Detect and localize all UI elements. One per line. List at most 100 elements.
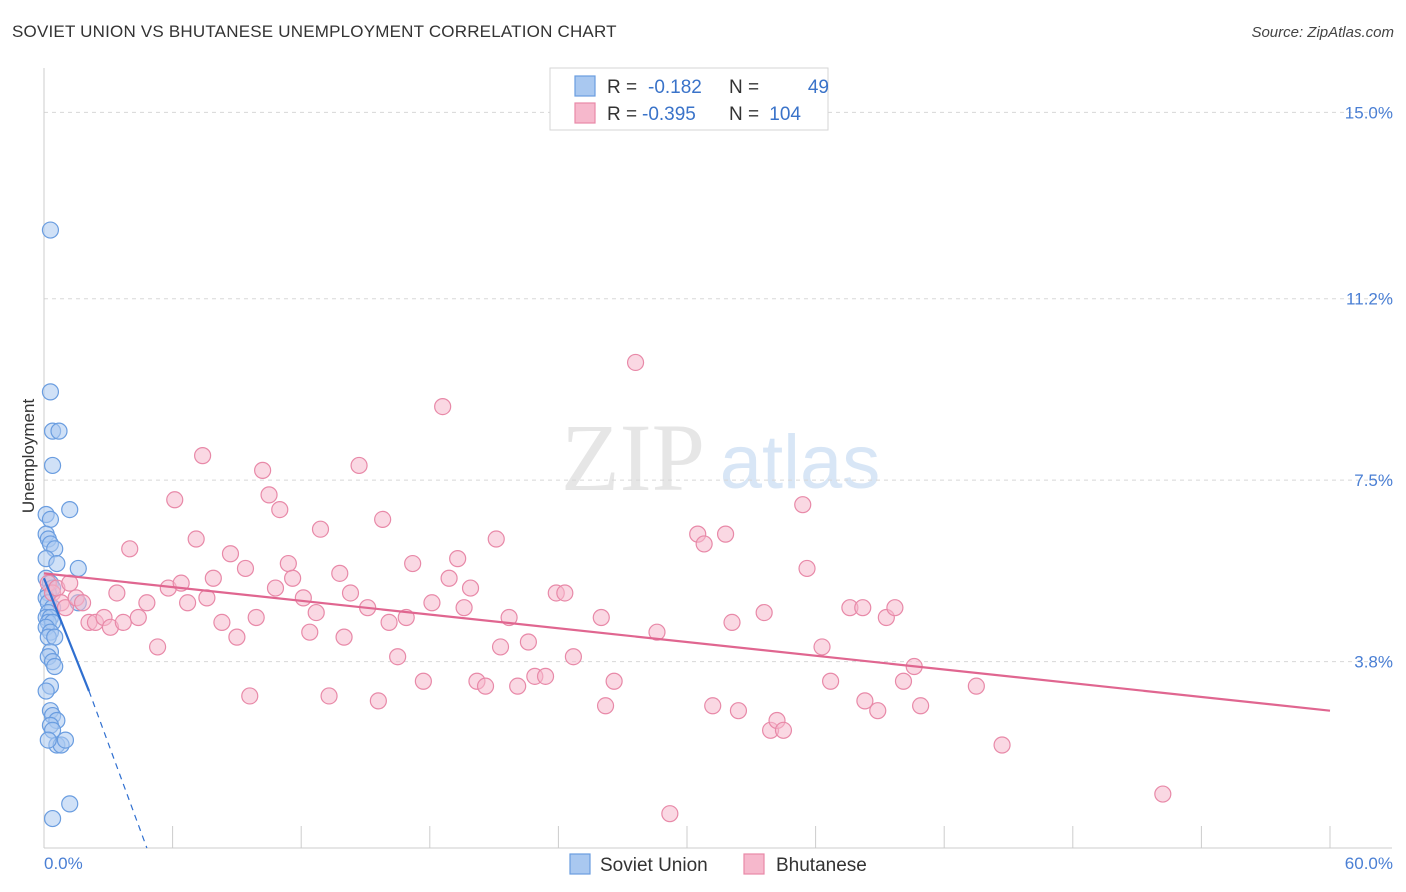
legend-swatch-bhutanese: [743, 853, 765, 875]
data-point: [148, 638, 167, 656]
series-legend: Soviet Union Bhutanese: [569, 853, 867, 876]
legend-swatch-soviet-union: [569, 853, 591, 875]
data-point: [434, 397, 452, 416]
data-point: [241, 687, 259, 705]
data-point: [320, 687, 338, 705]
series-soviet-union: [37, 221, 87, 828]
data-point: [43, 809, 62, 828]
x-ticks: [172, 826, 1331, 848]
data-point: [247, 608, 265, 627]
data-point: [509, 677, 527, 695]
chart-title: SOVIET UNION VS BHUTANESE UNEMPLOYMENT C…: [12, 22, 617, 41]
data-point: [56, 731, 75, 749]
data-point: [449, 550, 467, 568]
data-point: [213, 613, 231, 631]
data-point: [108, 584, 126, 602]
data-point: [704, 697, 722, 715]
data-point: [886, 599, 904, 617]
data-point: [254, 461, 272, 479]
trend-line-soviet-union: [42, 577, 91, 692]
data-point: [166, 491, 184, 509]
data-point: [129, 608, 147, 627]
data-point: [695, 535, 713, 553]
data-point: [43, 456, 62, 475]
stats-legend: R = -0.182 N = 49 R = -0.395 N = 104: [549, 67, 829, 131]
data-point: [56, 599, 75, 617]
data-point: [626, 353, 645, 372]
stats-r-label-soviet: R =: [607, 77, 637, 98]
data-point: [491, 638, 510, 656]
legend-label-bhutanese: Bhutanese: [776, 855, 867, 876]
data-point: [967, 677, 985, 695]
x-tick-label-min: 0.0%: [44, 854, 83, 873]
axes: [43, 68, 1392, 849]
data-point: [138, 594, 156, 612]
y-ticks: 3.8% 7.5% 11.2% 15.0%: [1345, 103, 1393, 671]
data-point: [423, 594, 441, 612]
data-point: [61, 500, 79, 519]
data-point: [794, 496, 812, 514]
data-point: [389, 648, 407, 666]
data-point: [279, 554, 297, 573]
legend-label-soviet-union: Soviet Union: [600, 855, 708, 876]
stats-r-value-bhutan: -0.395: [642, 104, 696, 125]
y-tick-label: 11.2%: [1346, 290, 1393, 309]
data-point: [204, 569, 222, 587]
y-tick-label: 7.5%: [1354, 471, 1393, 490]
y-tick-label: 15.0%: [1345, 103, 1393, 122]
data-point: [380, 613, 398, 631]
data-point: [41, 221, 60, 239]
data-point: [341, 584, 360, 602]
stats-n-label-bhutan: N =: [729, 104, 759, 125]
data-point: [284, 569, 302, 587]
data-point: [236, 559, 255, 578]
data-point: [476, 677, 495, 695]
data-point: [455, 599, 473, 617]
stats-r-label-bhutan: R =: [607, 104, 637, 125]
data-point: [41, 383, 60, 401]
data-point: [46, 657, 64, 676]
grid: [44, 111, 1392, 663]
data-point: [301, 623, 319, 641]
stats-n-label-soviet: N =: [729, 77, 759, 98]
data-point: [179, 594, 197, 612]
data-point: [661, 805, 679, 823]
data-point: [854, 599, 872, 617]
data-point: [221, 545, 240, 563]
data-point: [39, 731, 57, 749]
data-point: [374, 510, 392, 529]
data-point: [592, 608, 610, 627]
data-point: [307, 603, 325, 622]
data-point: [798, 559, 816, 578]
data-point: [350, 456, 368, 475]
data-point: [369, 692, 387, 710]
data-point: [69, 559, 87, 578]
data-point: [61, 795, 79, 813]
stats-r-value-soviet: -0.182: [648, 77, 702, 98]
data-point: [822, 672, 840, 690]
data-point: [1154, 785, 1172, 803]
watermark-atlas: atlas: [720, 420, 881, 505]
data-point: [813, 638, 831, 656]
data-point: [414, 672, 432, 690]
stats-legend-swatch-bhutan: [574, 102, 596, 124]
data-point: [993, 736, 1011, 754]
data-point: [114, 613, 132, 631]
data-point: [335, 628, 353, 646]
data-point: [461, 579, 480, 597]
chart-source: Source: ZipAtlas.com: [1251, 24, 1394, 41]
data-point: [869, 702, 887, 720]
data-point: [41, 510, 60, 529]
data-point: [48, 554, 66, 573]
data-point: [536, 667, 555, 685]
data-point: [228, 628, 246, 646]
data-point: [331, 564, 349, 582]
data-point: [912, 697, 930, 715]
data-point: [266, 579, 285, 597]
y-tick-label: 3.8%: [1354, 653, 1393, 672]
data-point: [519, 633, 537, 651]
data-point: [73, 594, 92, 612]
data-point: [648, 623, 666, 641]
data-point: [556, 584, 574, 602]
stats-n-value-soviet: 49: [808, 77, 829, 98]
